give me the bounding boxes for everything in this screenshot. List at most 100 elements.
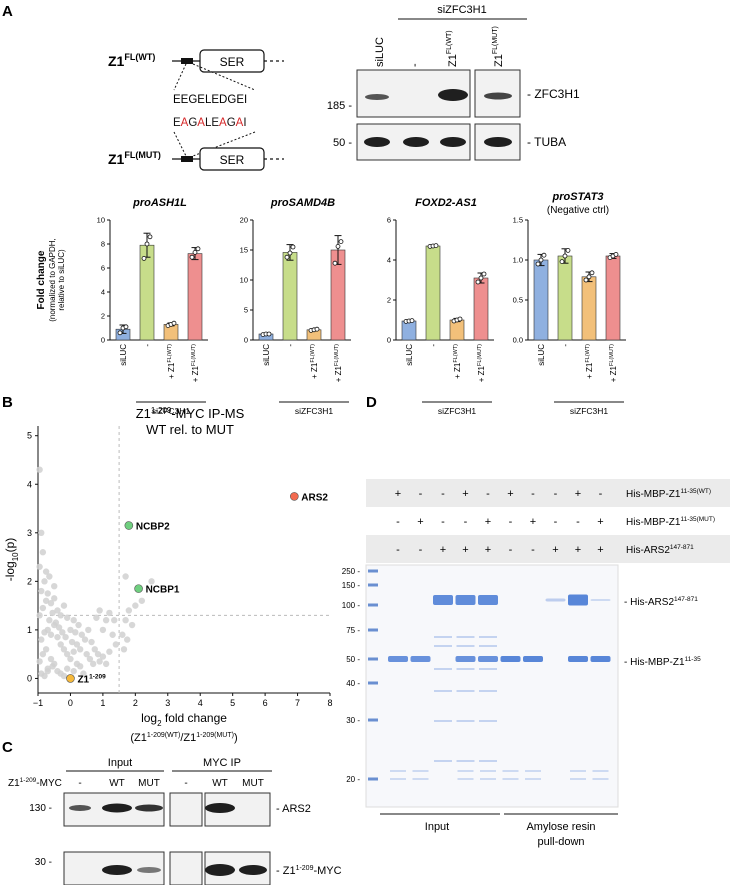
mut-residue: A [236,117,244,129]
volcano-point [96,607,103,614]
band-zfc3h1-wt [438,89,468,101]
volcano-point [94,650,102,658]
blot-a-lane-4: Z1FL(MUT) [492,26,505,67]
volcano-point [75,621,82,629]
replicate-point [123,324,129,330]
gel-band-degradation [457,770,474,772]
panel-c-group-mycip: MYC IP [203,757,241,769]
band-z1-input-wt [102,865,132,875]
panel-c-lane-6: MUT [242,778,264,789]
category-label: siLUC [537,344,546,366]
gel-band-minor [456,645,475,647]
mut-residue: E [173,117,181,129]
replicate-point [457,316,463,322]
ladder-label: 40 - [346,679,360,688]
volcano-point [38,529,45,536]
bar [187,253,203,341]
construct-diagram: Z1FL(WT) SER EEGELEDGEI EAGALEAGAI Z1FL(… [108,49,284,171]
gel-group-pulldown: pull-down [537,836,584,848]
panel-c-marker-130: 130 - [29,803,52,814]
mut-motif-box [181,156,193,162]
volcano-point [60,602,68,609]
mut-residue: I [243,117,246,129]
replicate-point [195,246,201,252]
volcano-x-tick-label: 5 [230,698,235,708]
gel-band-mbp-z1 [500,656,521,662]
volcano-point [88,638,95,646]
group-label: siZFC3H1 [152,406,191,416]
replicate-point [535,261,541,267]
gel-band-minor [456,636,475,638]
volcano-point [36,658,43,665]
blot-a-marker-185: 185 - [327,100,352,112]
y-tick-label: 2 [387,296,391,305]
bar [605,255,621,341]
bar [425,245,441,341]
volcano-y-tick-label: 0 [27,673,32,683]
gel-ladder: 250 - 150 - 100 - 75 - 50 - 40 - 30 - 20 - [342,567,378,784]
gel-band-ars2 [478,595,498,605]
volcano-point [47,655,55,663]
ladder-label: 250 - [342,567,361,576]
wt-residue: G [227,94,236,106]
band-ars2-input-neg [69,805,91,811]
volcano-point [85,626,92,634]
gel-label-mbp-z1: - His-MBP-Z111-35 [624,656,701,668]
replicate-point [559,259,565,265]
gel-band-minor [434,690,452,692]
volcano-highlight-label: NCBP1 [146,585,180,596]
wt-construct-label: Z1FL(WT) [108,52,155,69]
y-tick-label: 6 [387,216,391,225]
condition-sign: - [441,516,445,528]
category-label: siLUC [262,344,271,366]
gel-band-degradation [457,778,474,780]
gel-band-degradation [412,770,429,772]
volcano-point [128,621,136,629]
cond-label-1: His-MBP-Z111-35(WT) [626,488,711,500]
volcano-highlight-label: NCBP2 [136,522,170,533]
condition-sign: + [530,516,536,528]
volcano-point [55,624,63,631]
wt-residue: E [236,94,244,106]
volcano-point [78,631,86,638]
y-tick-label: 0 [101,336,105,345]
volcano-point [57,612,64,619]
gel-group-input: Input [425,821,449,833]
group-label: siZFC3H1 [438,406,477,416]
condition-sign: - [509,516,513,528]
mut-residue: A [197,117,205,129]
blot-a-group-label: siZFC3H1 [437,4,487,16]
volcano-x-tick-label: 7 [295,698,300,708]
panel-d-conditions: + - - + - + - - + - - + - - + - + - - + - - + + + - - + + + His-MBP-Z… [366,479,730,563]
ladder-label: 30 - [346,716,360,725]
volcano-x-tick-label: 1 [100,698,105,708]
volcano-point [72,629,79,636]
cond-row-1-bg [366,479,730,507]
gel-band-minor [456,668,475,670]
volcano-point [132,602,139,609]
y-axis-subtitle: (normalized to GAPDH, [48,238,57,322]
panel-c-label-ars2: - ARS2 [276,803,311,815]
category-label: + Z1FL(MUT) [477,344,486,382]
volcano-point [63,650,71,658]
band-tuba-1 [364,137,390,147]
volcano-x-tick-label: 2 [133,698,138,708]
volcano-point [96,658,103,665]
bar [557,255,573,341]
wt-residue: E [211,94,219,106]
volcano-point [122,616,129,624]
replicate-point [613,251,619,257]
condition-sign: + [417,516,423,528]
replicate-point [565,247,571,253]
volcano-point [39,549,47,556]
condition-sign: - [486,488,490,500]
replicate-point [433,243,439,249]
wt-residue: E [173,94,181,106]
band-tuba-4 [484,137,512,147]
gel-band-minor [479,720,497,722]
volcano-point [120,646,128,653]
condition-sign: - [599,488,603,500]
category-label: + Z1FL(WT) [453,344,462,379]
bar-chart-4: proSTAT3 (Negative ctrl) 0.0 0.5 1.0 1.5 siLUC… [513,191,626,416]
gel-band-minor [434,636,452,638]
